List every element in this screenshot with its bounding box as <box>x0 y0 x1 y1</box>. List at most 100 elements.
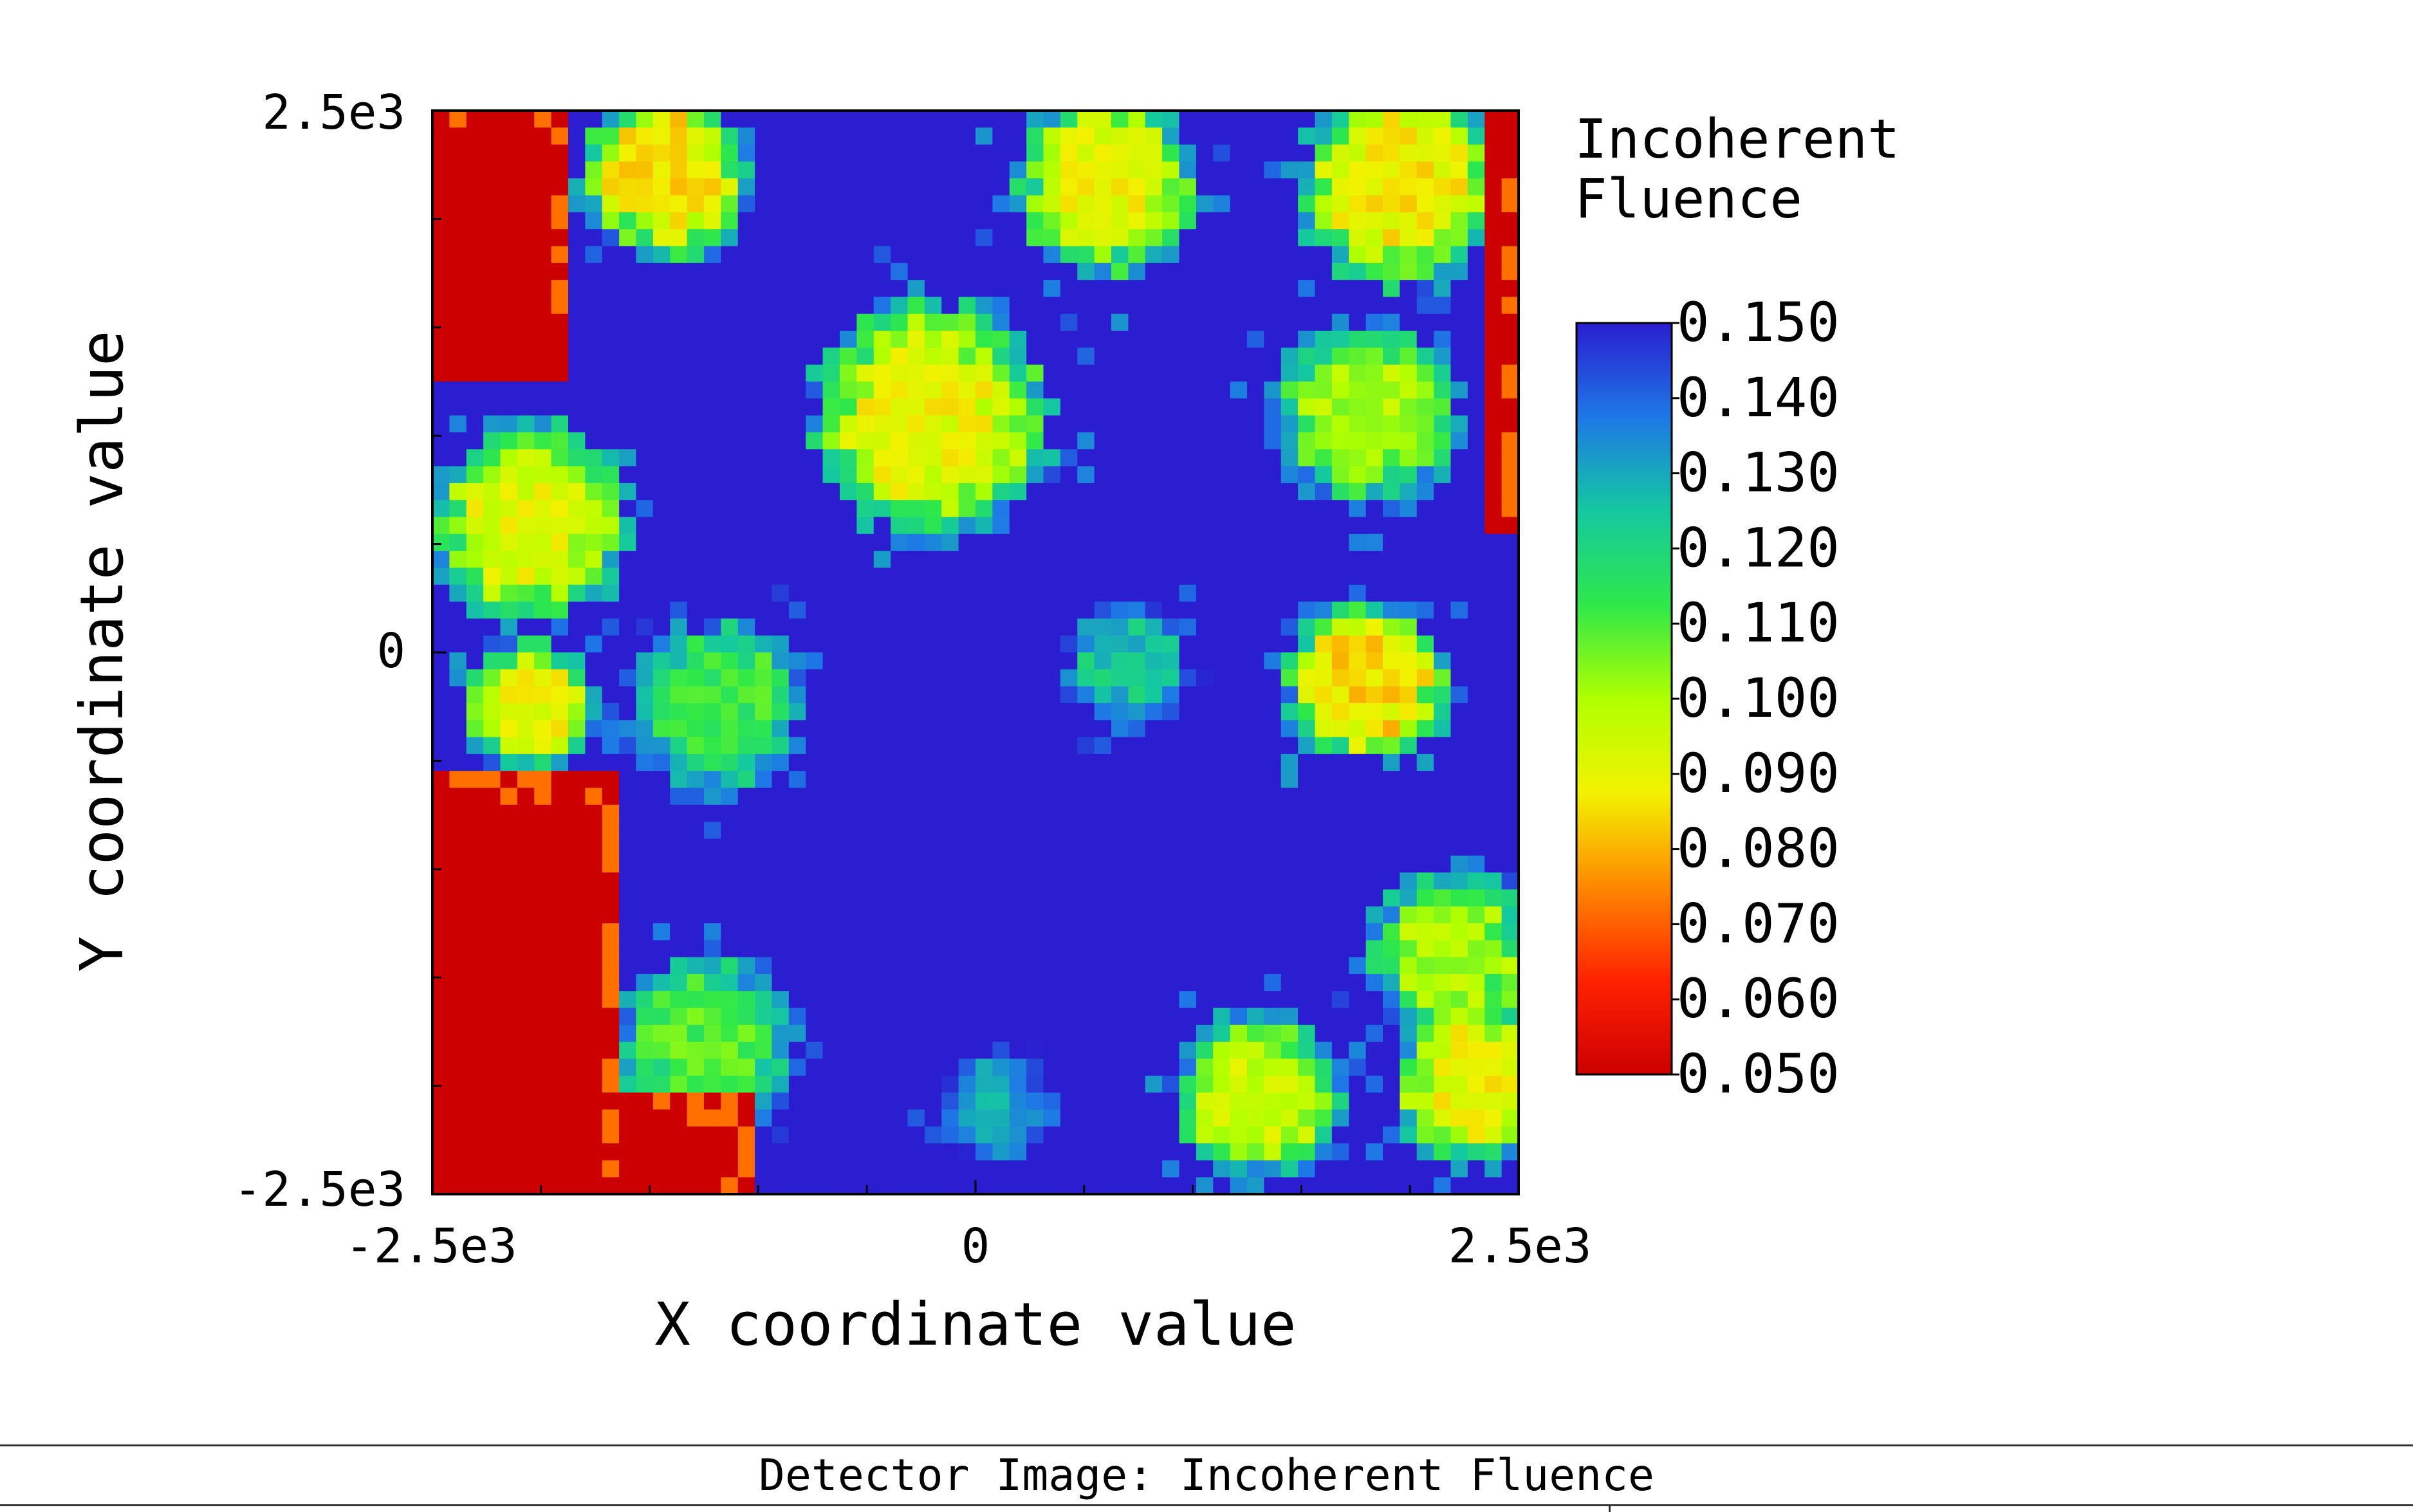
heatmap-cell <box>704 178 722 196</box>
heatmap-cell <box>602 551 620 569</box>
heatmap-cell <box>1043 1075 1061 1093</box>
heatmap-cell <box>636 1058 654 1076</box>
heatmap-cell <box>500 737 518 755</box>
heatmap-cell <box>891 669 909 687</box>
heatmap-cell <box>721 297 739 315</box>
heatmap-cell <box>1213 822 1231 840</box>
heatmap-cell <box>1162 1160 1180 1178</box>
heatmap-cell <box>755 1160 773 1178</box>
heatmap-cell <box>1315 872 1333 890</box>
heatmap-cell <box>1213 483 1231 501</box>
heatmap-cell <box>873 957 891 975</box>
heatmap-cell <box>1060 500 1078 518</box>
heatmap-cell <box>1434 584 1452 602</box>
heatmap-cell <box>840 822 858 840</box>
heatmap-cell <box>687 652 705 670</box>
heatmap-cell <box>1331 161 1350 180</box>
heatmap-cell <box>517 178 535 196</box>
heatmap-cell <box>517 618 535 636</box>
heatmap-cell <box>1298 432 1316 450</box>
heatmap-cell <box>1315 331 1333 349</box>
heatmap-cell <box>975 449 994 467</box>
heatmap-cell <box>1009 212 1027 230</box>
heatmap-cell <box>992 195 1010 213</box>
heatmap-cell <box>788 347 807 365</box>
heatmap-cell <box>1484 635 1502 653</box>
heatmap-cell <box>1349 1109 1367 1127</box>
heatmap-cell <box>500 483 518 501</box>
heatmap-cell <box>737 483 755 501</box>
heatmap-cell <box>1077 788 1095 806</box>
heatmap-cell <box>822 466 840 484</box>
heatmap-cell <box>704 1093 722 1111</box>
heatmap-cell <box>517 923 535 941</box>
heatmap-cell <box>891 297 909 315</box>
heatmap-cell <box>1145 737 1163 755</box>
heatmap-cell <box>840 1093 858 1111</box>
heatmap-cell <box>873 1126 891 1144</box>
heatmap-cell <box>602 347 620 365</box>
heatmap-cell <box>432 652 450 670</box>
heatmap-cell <box>636 364 654 382</box>
heatmap-cell <box>891 127 909 145</box>
heatmap-cell <box>466 382 484 400</box>
heatmap-cell <box>1196 1093 1214 1111</box>
heatmap-cell <box>1145 500 1163 518</box>
heatmap-cell <box>1179 855 1197 873</box>
heatmap-cell <box>1298 331 1316 349</box>
heatmap-cell <box>924 144 943 162</box>
heatmap-cell <box>1434 957 1452 975</box>
heatmap-cell <box>1264 703 1282 721</box>
heatmap-cell <box>1145 804 1163 822</box>
heatmap-cell <box>873 415 891 433</box>
heatmap-cell <box>1230 178 1248 196</box>
heatmap-cell <box>992 246 1010 264</box>
heatmap-cell <box>1026 889 1044 907</box>
heatmap-cell <box>1331 127 1350 145</box>
heatmap-cell <box>652 313 671 331</box>
heatmap-cell <box>1501 161 1519 180</box>
heatmap-cell <box>1230 280 1248 298</box>
heatmap-cell <box>772 618 790 636</box>
heatmap-cell <box>1501 906 1519 924</box>
heatmap-cell <box>1196 822 1214 840</box>
heatmap-cell <box>1009 1058 1027 1076</box>
heatmap-cell <box>1331 1177 1350 1195</box>
heatmap-cell <box>958 1093 976 1111</box>
heatmap-cell <box>1145 161 1163 180</box>
heatmap-cell <box>619 584 637 602</box>
heatmap-cell <box>1247 1160 1265 1178</box>
heatmap-cell <box>924 1058 943 1076</box>
heatmap-cell <box>907 1058 925 1076</box>
heatmap-cell <box>1264 398 1282 416</box>
heatmap-cell <box>1026 263 1044 281</box>
heatmap-cell <box>1484 940 1502 958</box>
heatmap-cell <box>737 584 755 602</box>
heatmap-cell <box>907 940 925 958</box>
heatmap-cell <box>856 415 874 433</box>
heatmap-cell <box>806 195 824 213</box>
heatmap-cell <box>1077 415 1095 433</box>
heatmap-cell <box>1298 635 1316 653</box>
heatmap-cell <box>1501 567 1519 585</box>
heatmap-cell <box>975 551 994 569</box>
heatmap-cell <box>1416 144 1434 162</box>
heatmap-cell <box>941 771 959 789</box>
heatmap-cell <box>1213 551 1231 569</box>
heatmap-cell <box>534 652 552 670</box>
heatmap-cell <box>1077 669 1095 687</box>
heatmap-cell <box>466 449 484 467</box>
heatmap-cell <box>840 331 858 349</box>
heatmap-cell <box>1298 347 1316 365</box>
heatmap-cell <box>772 483 790 501</box>
heatmap-cell <box>1400 1058 1418 1076</box>
heatmap-cell <box>924 822 943 840</box>
heatmap-cell <box>1383 1024 1401 1042</box>
heatmap-cell <box>1196 161 1214 180</box>
heatmap-cell <box>840 533 858 551</box>
heatmap-cell <box>1111 212 1129 230</box>
heatmap-cell <box>1450 1075 1468 1093</box>
heatmap-cell <box>1365 567 1383 585</box>
heatmap-cell <box>907 957 925 975</box>
heatmap-cell <box>1416 551 1434 569</box>
